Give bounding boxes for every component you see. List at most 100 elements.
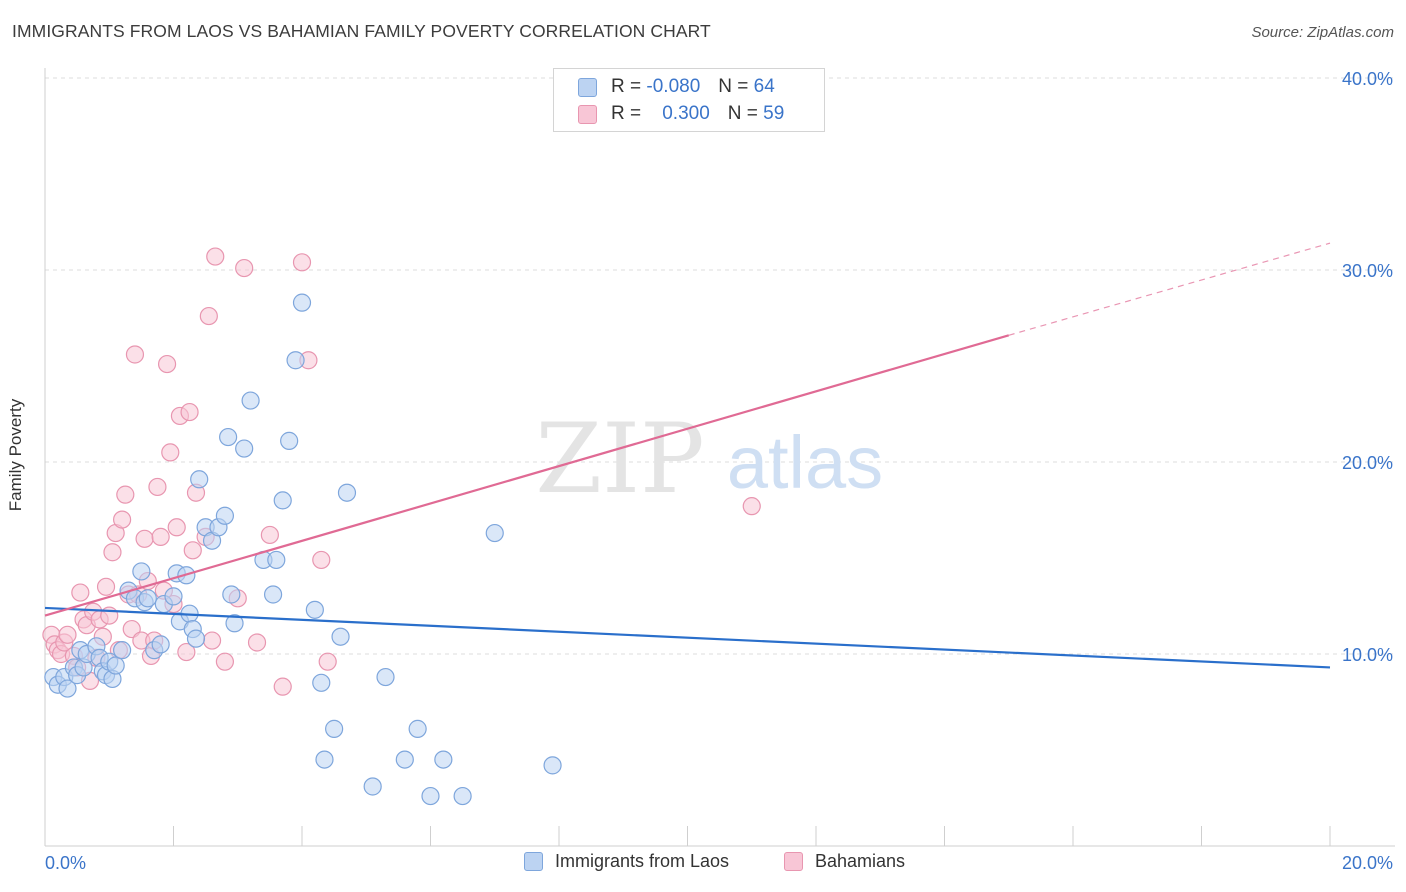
bahamians-point bbox=[96, 577, 116, 596]
laos-trend-line bbox=[44, 606, 1331, 669]
bahamians-point bbox=[116, 485, 135, 504]
bahamians-point bbox=[157, 354, 177, 374]
laos-point bbox=[151, 635, 170, 654]
trend-lines bbox=[44, 242, 1331, 669]
bahamians-point bbox=[148, 477, 167, 497]
bahamians-point bbox=[161, 443, 180, 462]
y-axis-label: Family Poverty bbox=[6, 398, 25, 512]
bahamians-trend-line bbox=[44, 334, 1010, 617]
x-tick-label: 0.0% bbox=[45, 853, 86, 873]
laos-point bbox=[112, 641, 132, 660]
legend-n-value: 59 bbox=[763, 103, 785, 124]
y-tick-label: 40.0% bbox=[1342, 69, 1393, 89]
laos-point bbox=[225, 614, 244, 633]
laos-swatch bbox=[524, 852, 543, 871]
legend-row-bahamians: R = 0.300 N = 59 bbox=[578, 101, 784, 127]
legend-row-laos: R = -0.080 N = 64 bbox=[578, 74, 775, 100]
laos-point bbox=[395, 750, 414, 769]
laos-point bbox=[190, 470, 209, 489]
bahamians-point bbox=[318, 652, 337, 671]
bahamians-point bbox=[215, 652, 234, 671]
laos-point bbox=[138, 589, 157, 608]
laos-point bbox=[315, 750, 334, 769]
laos-point bbox=[325, 719, 344, 738]
bahamians-trend-extension bbox=[1008, 242, 1331, 336]
bahamians-point bbox=[167, 518, 186, 537]
laos-point bbox=[106, 656, 125, 675]
laos-point bbox=[280, 431, 299, 450]
bahamians-point bbox=[151, 527, 170, 546]
bahamians-point bbox=[273, 677, 292, 696]
laos-point bbox=[292, 293, 312, 312]
y-tick-label: 20.0% bbox=[1342, 453, 1393, 473]
laos-point bbox=[267, 550, 286, 570]
bahamians-point bbox=[235, 258, 254, 278]
y-tick-label: 30.0% bbox=[1342, 261, 1393, 281]
laos-point bbox=[305, 600, 324, 619]
x-tick-label: 20.0% bbox=[1342, 853, 1393, 873]
bahamians-point bbox=[58, 625, 77, 644]
legend-n-value: 64 bbox=[753, 76, 775, 97]
legend-label-bahamians: Bahamians bbox=[815, 851, 906, 871]
correlation-legend: R = -0.080 N = 64 R = 0.300 N = 59 bbox=[553, 68, 825, 132]
laos-point bbox=[164, 587, 183, 606]
laos-points bbox=[44, 293, 562, 806]
grid-lines bbox=[45, 77, 1395, 655]
legend-item-laos: Immigrants from Laos bbox=[524, 851, 729, 872]
laos-point bbox=[434, 750, 453, 769]
legend-r-value: -0.080 bbox=[646, 76, 701, 97]
source-label: Source: ZipAtlas.com bbox=[1251, 24, 1394, 41]
laos-point bbox=[331, 627, 350, 646]
bahamians-point bbox=[71, 583, 90, 602]
laos-point bbox=[543, 756, 562, 775]
bahamians-point bbox=[199, 306, 218, 326]
laos-point bbox=[286, 351, 305, 370]
bahamians-point bbox=[206, 247, 225, 266]
laos-point bbox=[58, 679, 77, 698]
laos-point bbox=[215, 506, 234, 525]
watermark-atlas: atlas bbox=[727, 421, 883, 504]
laos-point bbox=[241, 391, 260, 410]
bahamians-point bbox=[177, 642, 196, 662]
axes bbox=[44, 68, 1395, 847]
laos-point bbox=[219, 427, 238, 447]
chart-title: IMMIGRANTS FROM LAOS VS BAHAMIAN FAMILY … bbox=[12, 21, 711, 41]
legend-label-laos: Immigrants from Laos bbox=[555, 851, 730, 871]
bahamians-point bbox=[135, 529, 154, 548]
bahamians-point bbox=[180, 402, 199, 422]
bahamians-point bbox=[202, 631, 222, 650]
bahamians-point bbox=[112, 510, 132, 529]
laos-point bbox=[363, 777, 382, 796]
tick-labels: 10.0% 20.0% 30.0% 40.0% 0.0% 20.0% bbox=[45, 69, 1393, 873]
laos-point bbox=[485, 523, 504, 543]
laos-point bbox=[273, 491, 292, 510]
laos-point bbox=[376, 667, 395, 687]
bahamians-point bbox=[183, 541, 202, 560]
bahamians-swatch bbox=[578, 104, 597, 124]
laos-point bbox=[235, 439, 254, 458]
laos-point bbox=[453, 786, 472, 806]
laos-point bbox=[186, 629, 206, 648]
bahamians-point bbox=[312, 550, 331, 570]
bahamians-point bbox=[247, 633, 267, 652]
watermark: ZIP atlas bbox=[535, 403, 883, 515]
legend-r-value: 0.300 bbox=[662, 103, 710, 124]
watermark-zip: ZIP bbox=[535, 403, 704, 515]
series-legend: Immigrants from Laos Bahamians bbox=[0, 851, 1406, 877]
legend-n-label: N = bbox=[727, 103, 758, 124]
bahamians-point bbox=[103, 543, 122, 562]
bahamians-point bbox=[125, 345, 145, 364]
legend-r-label: R = bbox=[611, 76, 642, 97]
laos-point bbox=[408, 719, 427, 738]
laos-point bbox=[337, 483, 357, 502]
laos-point bbox=[421, 786, 440, 806]
bahamians-swatch bbox=[784, 852, 803, 871]
bahamians-point bbox=[742, 497, 761, 516]
legend-n-label: N = bbox=[718, 76, 749, 97]
bahamians-point bbox=[292, 253, 312, 272]
laos-swatch bbox=[578, 77, 597, 97]
laos-point bbox=[312, 673, 331, 692]
bahamians-points bbox=[42, 247, 761, 696]
bahamians-point bbox=[260, 525, 279, 545]
